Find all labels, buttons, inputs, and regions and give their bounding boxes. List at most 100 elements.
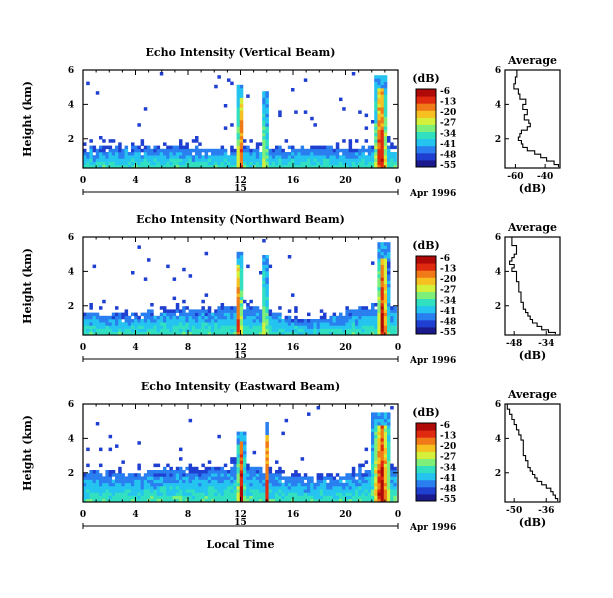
heatmap-cell (249, 473, 253, 477)
heatmap-cell (220, 479, 225, 484)
heatmap-cell (255, 158, 260, 162)
heatmap-cell (281, 331, 285, 336)
heatmap-cell (307, 486, 311, 490)
heatmap-cell (310, 155, 314, 159)
heatmap-cell (374, 422, 378, 426)
heatmap-cell (377, 447, 381, 452)
heatmap-cell (201, 473, 205, 477)
heatmap-cell (345, 161, 349, 166)
heatmap-cell (342, 161, 346, 166)
heatmap-cell (214, 315, 218, 320)
heatmap-cell (319, 164, 324, 169)
date-label: Apr 1996 (409, 189, 456, 199)
heatmap-cell (268, 498, 273, 503)
heatmap-cell (265, 142, 269, 146)
x-tick-label: 0 (80, 510, 86, 520)
heatmap-cell (371, 303, 375, 307)
heatmap-cell (329, 476, 333, 480)
heatmap-cell (236, 470, 241, 474)
heatmap-cell (131, 473, 135, 477)
heatmap-cell (172, 470, 177, 474)
heatmap-cell (380, 325, 385, 329)
heatmap-cell (127, 328, 132, 333)
heatmap-cell (198, 142, 202, 146)
heatmap-cell (380, 319, 385, 323)
heatmap-cell (348, 322, 353, 326)
heatmap-cell (281, 158, 285, 162)
average-title: Average (507, 388, 557, 401)
heatmap-cell (134, 473, 138, 477)
heatmap-cell (291, 155, 295, 159)
heatmap-cell (137, 495, 141, 500)
heatmap-cell (329, 155, 333, 159)
heatmap-cell (143, 476, 148, 480)
heatmap-cell (102, 164, 106, 169)
heatmap-cell (233, 306, 237, 310)
heatmap-cell (387, 299, 391, 304)
heatmap-cell (127, 489, 132, 493)
heatmap-cell (159, 319, 164, 323)
heatmap-cell (374, 495, 378, 500)
heatmap-cell (121, 486, 125, 490)
heatmap-cell (131, 155, 135, 159)
heatmap-cell (236, 457, 241, 461)
heatmap-cell (147, 158, 151, 162)
heatmap-cell (383, 97, 388, 102)
heatmap-cell (166, 312, 170, 317)
heatmap-cell (393, 312, 397, 317)
heatmap-cell (310, 164, 314, 169)
heatmap-cell (380, 264, 385, 269)
heatmap-cell (124, 331, 129, 336)
heatmap-cell (278, 479, 282, 484)
heatmap-cell (83, 322, 87, 326)
heatmap-cell (239, 293, 244, 297)
heatmap-cell (207, 328, 212, 333)
heatmap-cell (383, 148, 388, 153)
heatmap-cell (371, 466, 375, 471)
heatmap-cell (367, 148, 372, 153)
heatmap-cell (201, 312, 205, 317)
colorbar-segment (416, 145, 436, 154)
heatmap-cell (275, 482, 279, 487)
heatmap-cell (307, 495, 311, 500)
heatmap-cell (147, 319, 151, 323)
heatmap-cell (300, 486, 305, 490)
heatmap-cell (86, 473, 90, 477)
heatmap-cell (287, 486, 292, 490)
heatmap-cell (191, 309, 196, 313)
average-y-tick-label: 2 (495, 469, 501, 479)
heatmap-cell (86, 492, 90, 496)
heatmap-cell (294, 148, 298, 153)
heatmap-cell (204, 322, 209, 326)
heatmap-cell (262, 296, 266, 301)
heatmap-cell (342, 325, 346, 329)
heatmap-cell (259, 164, 263, 169)
heatmap-cell (179, 498, 183, 503)
heatmap-cell (339, 158, 343, 162)
heatmap-cell (361, 319, 365, 323)
heatmap-cell (364, 492, 369, 496)
heatmap-cell (140, 161, 145, 166)
heatmap-cell (387, 476, 391, 480)
heatmap-cell (89, 158, 93, 162)
heatmap-cell (89, 306, 93, 310)
heatmap-cell (390, 328, 394, 333)
heatmap-cell (207, 492, 212, 496)
heatmap-cell (348, 495, 353, 500)
heatmap-cell (172, 495, 177, 500)
heatmap-cell (265, 315, 269, 320)
heatmap-cell (383, 129, 388, 134)
heatmap-cell (121, 331, 125, 336)
heatmap-cell (214, 155, 218, 159)
heatmap-cell (156, 492, 161, 496)
heatmap-cell (239, 258, 244, 262)
heatmap-cell (303, 152, 308, 156)
heatmap-cell (153, 473, 157, 477)
heatmap-cell (153, 325, 157, 329)
heatmap-cell (246, 145, 250, 150)
heatmap-cell (383, 303, 388, 307)
heatmap-cell (332, 155, 337, 159)
heatmap-cell (307, 152, 311, 156)
heatmap-cell (319, 331, 324, 336)
heatmap-cell (307, 482, 311, 487)
